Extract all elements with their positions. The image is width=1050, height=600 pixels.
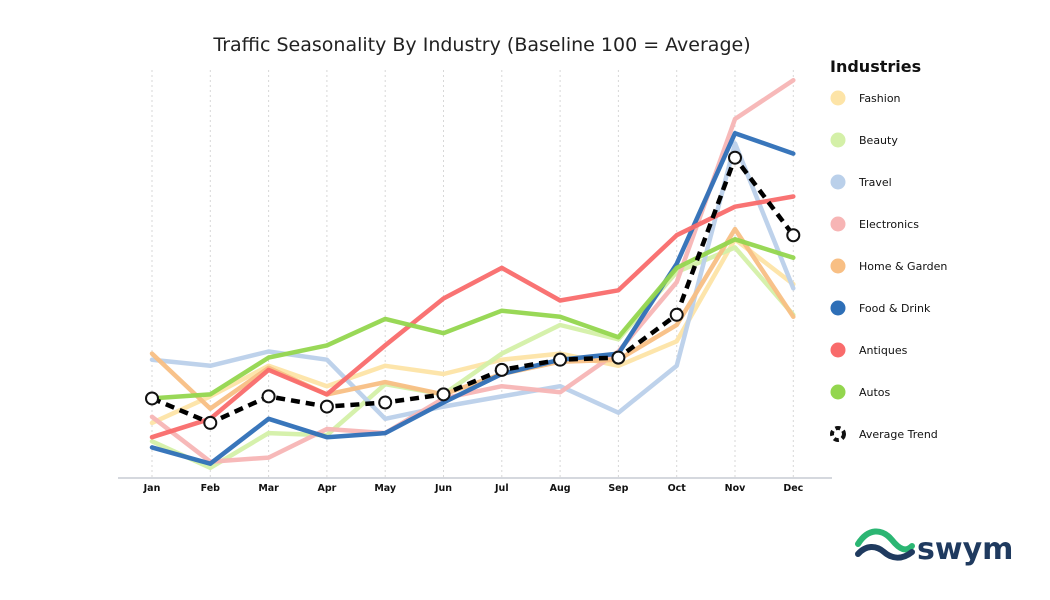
legend-label-food-drink: Food & Drink (859, 302, 931, 315)
average-point-jul (494, 362, 509, 377)
series-line-beauty (149, 245, 796, 471)
series-line-travel (149, 141, 796, 422)
series-line-food-drink (149, 130, 796, 466)
x-tick-label: Jun (434, 483, 452, 494)
average-point-oct (669, 307, 684, 322)
legend-marker-antiques (830, 342, 846, 358)
average-point-apr (319, 399, 334, 414)
legend: Industries Fashion Beauty Travel Electronic… (830, 57, 947, 442)
x-axis-ticks: Jan Feb Mar Apr May Jun Jul Aug Sep Oct Nov Dec (143, 483, 804, 494)
average-point-sep (611, 350, 626, 365)
average-point-jan (145, 391, 159, 406)
legend-marker-average-trend (830, 426, 846, 442)
legend-marker-home-garden (830, 258, 846, 274)
series-line-electronics (149, 77, 796, 464)
average-point-nov (728, 150, 742, 165)
legend-marker-beauty (830, 132, 846, 148)
legend-label-beauty: Beauty (859, 134, 898, 147)
x-tick-label: Oct (668, 483, 687, 494)
x-tick-label: Apr (317, 483, 336, 494)
average-point-aug (553, 352, 568, 367)
legend-label-travel: Travel (858, 176, 892, 189)
x-tick-label: May (374, 483, 397, 494)
average-point-feb (203, 415, 218, 430)
swym-logo-icon (855, 528, 915, 561)
legend-marker-travel (830, 174, 846, 190)
average-point-may (378, 395, 393, 410)
chart-title: Traffic Seasonality By Industry (Baselin… (212, 34, 750, 56)
x-tick-label: Jan (143, 483, 161, 494)
legend-label-home-garden: Home & Garden (859, 260, 947, 273)
gridlines (151, 70, 794, 478)
average-point-jun (436, 387, 451, 402)
logo-text: swym (917, 532, 1013, 567)
legend-marker-electronics (830, 216, 846, 232)
legend-marker-fashion (830, 90, 846, 106)
x-tick-label: Mar (258, 483, 279, 494)
series-lines (145, 77, 801, 471)
x-tick-label: Sep (608, 483, 628, 494)
x-tick-label: Feb (201, 483, 221, 494)
x-tick-label: Dec (783, 483, 803, 494)
series-line-antiques (149, 194, 796, 440)
series-line-average-trend (151, 155, 796, 426)
series-line-fashion (149, 237, 796, 426)
average-point-dec (786, 228, 801, 243)
x-tick-label: Nov (725, 483, 746, 494)
legend-label-autos: Autos (859, 386, 891, 399)
series-line-autos (149, 237, 796, 401)
legend-marker-autos (830, 384, 846, 400)
swym-logo: swym (855, 528, 1013, 567)
x-tick-label: Aug (550, 483, 571, 494)
average-point-mar (261, 389, 276, 404)
legend-marker-food-drink (830, 300, 846, 316)
legend-label-average-trend: Average Trend (859, 428, 938, 441)
legend-label-antiques: Antiques (859, 344, 908, 357)
x-tick-label: Jul (494, 483, 509, 494)
legend-title: Industries (830, 57, 921, 76)
legend-label-fashion: Fashion (859, 92, 901, 105)
legend-label-electronics: Electronics (859, 218, 919, 231)
